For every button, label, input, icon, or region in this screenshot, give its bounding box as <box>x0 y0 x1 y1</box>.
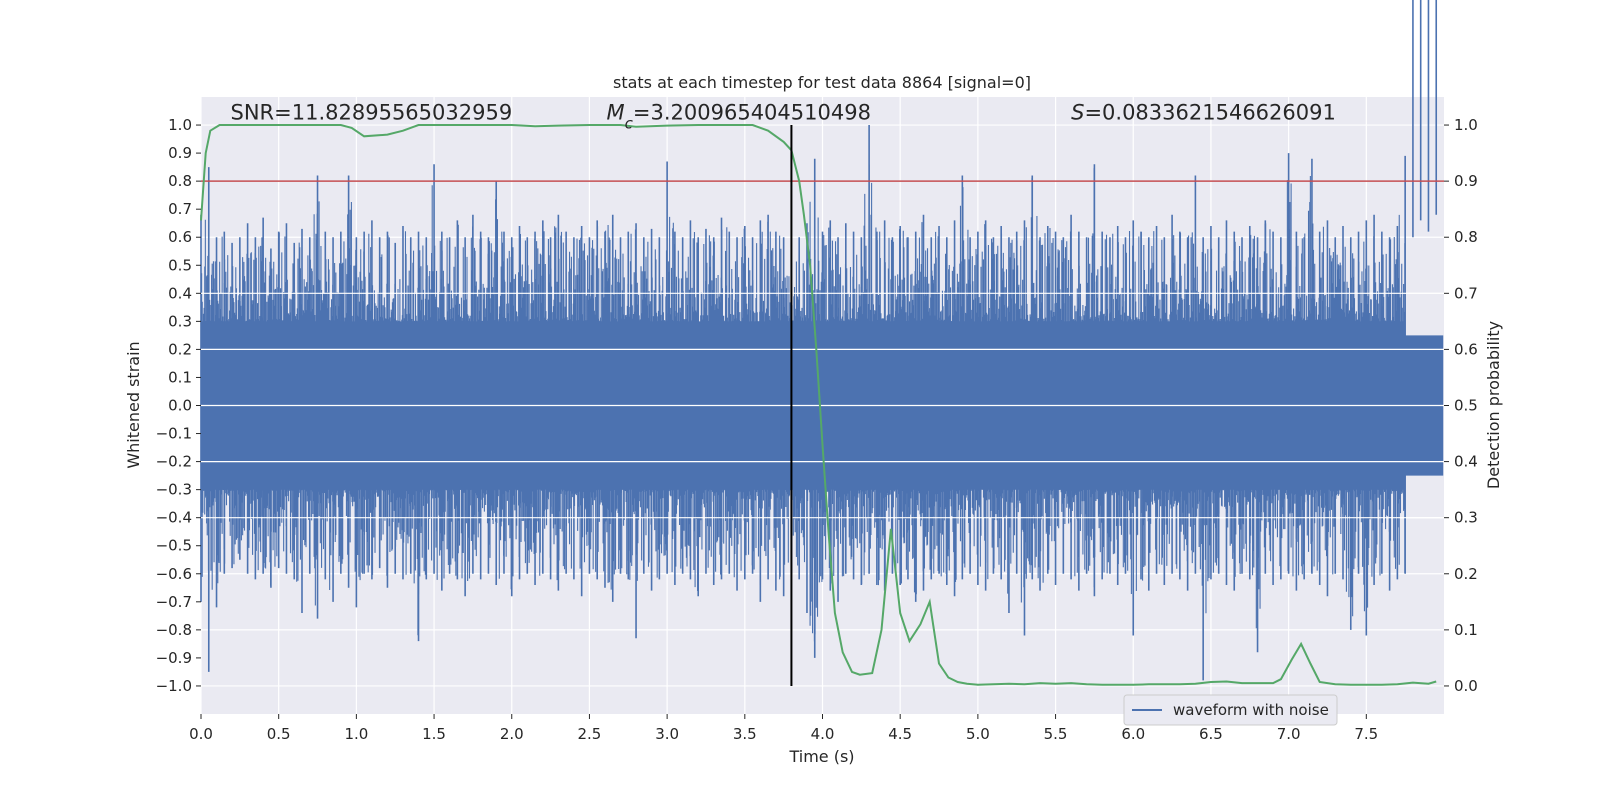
y-tick-label: −0.3 <box>156 481 192 499</box>
x-tick-label: 3.5 <box>733 725 757 743</box>
y2-axis-label: Detection probability <box>1484 321 1503 489</box>
legend: waveform with noise <box>1123 694 1338 726</box>
x-tick-label: 1.5 <box>422 725 446 743</box>
y-tick-label: −0.4 <box>156 509 192 527</box>
y-tick-label: −0.6 <box>156 565 192 583</box>
x-axis-ticks: 0.0 0.5 1.0 1.5 2.0 2.5 3.0 3.5 4.0 4.5 5.0 5.5 6.0 6… <box>189 714 1378 743</box>
y-tick-label: 0.0 <box>168 397 192 415</box>
y-axis-ticks: 1.0 0.9 0.8 0.7 0.6 0.5 0.4 0.3 0.2 0.1 0.0 −0.1 −0.… <box>156 116 201 695</box>
y2-tick-label: 0.1 <box>1454 621 1478 639</box>
x-tick-label: 5.5 <box>1044 725 1068 743</box>
y-tick-label: 0.3 <box>168 312 192 330</box>
x-tick-label: 0.0 <box>189 725 213 743</box>
y-tick-label: 0.5 <box>168 256 192 274</box>
x-tick-label: 7.5 <box>1354 725 1378 743</box>
y-tick-label: 0.4 <box>168 284 192 302</box>
y2-tick-label: 0.7 <box>1454 284 1478 302</box>
y-tick-label: 1.0 <box>168 116 192 134</box>
y2-tick-label: 1.0 <box>1454 116 1478 134</box>
legend-box <box>1123 694 1338 726</box>
x-tick-label: 1.0 <box>344 725 368 743</box>
y-tick-label: 0.7 <box>168 200 192 218</box>
y-tick-label: 0.8 <box>168 172 192 190</box>
probability-series <box>200 124 1437 686</box>
y2-tick-label: 0.6 <box>1454 340 1478 358</box>
probability-line <box>200 124 1437 686</box>
x-tick-label: 5.0 <box>966 725 990 743</box>
x-tick-label: 6.0 <box>1121 725 1145 743</box>
y-tick-label: −0.8 <box>156 621 192 639</box>
y-tick-label: −0.2 <box>156 453 192 471</box>
x-tick-label: 7.0 <box>1277 725 1301 743</box>
y-tick-label: −0.7 <box>156 593 192 611</box>
y-tick-label: 0.6 <box>168 228 192 246</box>
y-tick-label: 0.9 <box>168 144 192 162</box>
x-tick-label: 2.0 <box>500 725 524 743</box>
x-tick-label: 2.5 <box>578 725 602 743</box>
legend-label: waveform with noise <box>1173 701 1329 719</box>
y2-tick-label: 0.9 <box>1454 172 1478 190</box>
y2-tick-label: 0.3 <box>1454 509 1478 527</box>
y2-tick-label: 0.2 <box>1454 565 1478 583</box>
x-tick-label: 6.5 <box>1199 725 1223 743</box>
y-tick-label: 0.2 <box>168 340 192 358</box>
x-tick-label: 0.5 <box>267 725 291 743</box>
y2-axis-ticks: 1.0 0.9 0.8 0.7 0.6 0.5 0.4 0.3 0.2 0.1 0.0 <box>1444 116 1478 695</box>
y2-tick-label: 0.0 <box>1454 677 1478 695</box>
x-axis-label: Time (s) <box>788 747 854 766</box>
x-tick-label: 3.0 <box>655 725 679 743</box>
annotations: SNR=11.82895565032959 Mc=3.20096540451049… <box>231 100 1336 132</box>
x-tick-label: 4.0 <box>811 725 835 743</box>
y-axis-label: Whitened strain <box>124 341 143 468</box>
annotation-text: S=0.0833621546626091 <box>1071 100 1336 124</box>
y-tick-label: −0.1 <box>156 425 192 443</box>
y-tick-label: −1.0 <box>156 677 192 695</box>
y-tick-label: −0.5 <box>156 537 192 555</box>
y-tick-label: 0.1 <box>168 368 192 386</box>
annotation-text: SNR=11.82895565032959 <box>231 100 513 124</box>
y2-tick-label: 0.4 <box>1454 453 1478 471</box>
x-tick-label: 4.5 <box>888 725 912 743</box>
y-tick-label: −0.9 <box>156 649 192 667</box>
y2-tick-label: 0.5 <box>1454 397 1478 415</box>
chart-title: stats at each timestep for test data 886… <box>613 73 1031 92</box>
y2-tick-label: 0.8 <box>1454 228 1478 246</box>
annotation-text: Mc=3.200965404510498 <box>607 100 871 132</box>
